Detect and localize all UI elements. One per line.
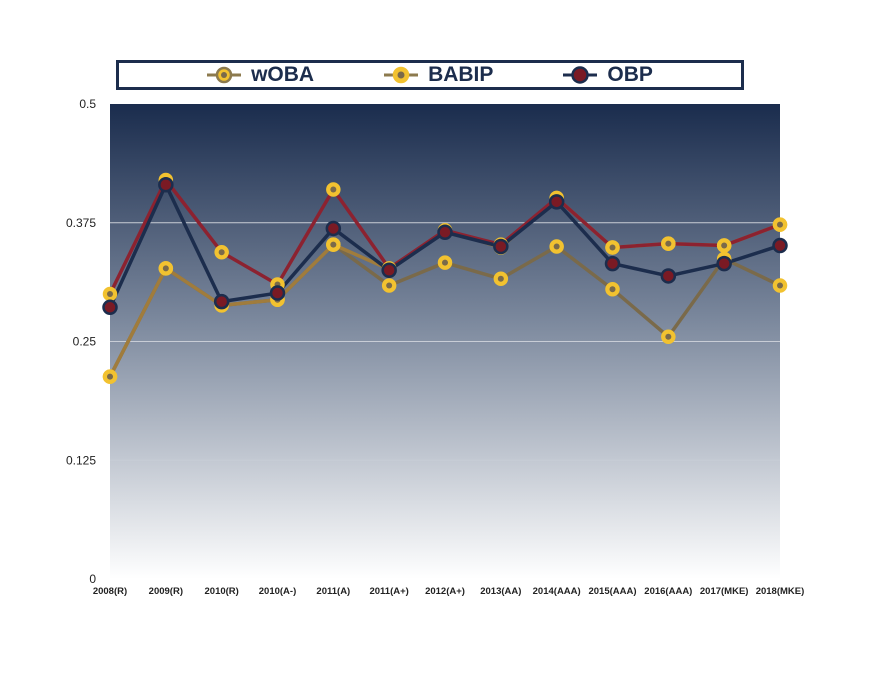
legend: wOBA BABIP OBP (116, 60, 744, 90)
data-point-obp (158, 177, 174, 193)
y-axis-ticks: 0 0.125 0.25 0.375 0.5 (66, 97, 96, 586)
data-point-extra (605, 240, 620, 255)
x-tick-label: 2018(MKE) (756, 586, 805, 597)
data-point-obp (716, 255, 732, 272)
data-point-woba (326, 237, 341, 252)
legend-label: OBP (607, 63, 653, 86)
data-point-obp (213, 293, 230, 310)
data-point-obp (772, 237, 788, 254)
x-tick-label: 2010(R) (205, 586, 239, 597)
data-point-obp (325, 220, 342, 237)
data-point-obp (604, 255, 621, 272)
y-tick-label: 0 (89, 572, 96, 586)
data-point-obp (493, 238, 509, 255)
data-point-extra (326, 182, 341, 197)
y-tick-label: 0.375 (66, 216, 96, 230)
legend-item-woba: wOBA (207, 63, 314, 87)
data-point-woba (102, 369, 118, 384)
x-tick-label: 2012(A+) (425, 586, 465, 597)
data-point-babip (772, 278, 788, 293)
y-tick-label: 0.25 (73, 335, 97, 349)
data-point-extra (214, 244, 229, 260)
data-point-babip (381, 278, 397, 293)
data-point-babip (661, 329, 676, 344)
data-point-obp (269, 285, 286, 301)
data-point-extra (661, 236, 676, 251)
circle-marker-icon (384, 66, 419, 84)
legend-label: BABIP (428, 63, 494, 86)
y-tick-label: 0.125 (66, 453, 96, 467)
x-tick-label: 2014(AAA) (533, 586, 581, 597)
data-point-obp (102, 299, 118, 316)
y-tick-label: 0.5 (79, 97, 96, 111)
x-tick-label: 2013(AA) (480, 586, 521, 597)
legend-label: wOBA (251, 63, 315, 86)
x-tick-label: 2011(A+) (369, 586, 408, 597)
x-tick-label: 2009(R) (149, 586, 183, 597)
data-point-babip (549, 239, 564, 254)
circle-marker-icon (563, 66, 598, 84)
x-tick-label: 2008(R) (93, 586, 127, 597)
data-point-obp (548, 194, 565, 210)
data-point-extra (716, 238, 732, 253)
data-point-obp (660, 268, 677, 284)
legend-item-babip: BABIP (384, 63, 493, 87)
data-point-extra (772, 217, 788, 232)
data-point-obp (381, 262, 397, 278)
x-tick-label: 2016(AAA) (644, 586, 692, 597)
data-point-extra (102, 286, 118, 302)
circle-marker-icon (207, 66, 242, 84)
x-tick-label: 2017(MKE) (700, 586, 749, 597)
legend-item-obp: OBP (563, 63, 653, 87)
series-lines (102, 172, 788, 384)
data-point-babip (605, 282, 620, 297)
x-axis-ticks: 2008(R) 2009(R) 2010(R) 2010(A-) 2011(A) 2011… (93, 586, 804, 597)
data-point-obp (437, 224, 453, 240)
data-point-woba (158, 261, 174, 276)
x-tick-label: 2011(A) (316, 586, 350, 597)
x-tick-label: 2010(A-) (259, 586, 297, 597)
x-tick-label: 2015(AAA) (588, 586, 636, 597)
data-point-babip (437, 255, 453, 270)
data-point-babip (493, 271, 509, 287)
